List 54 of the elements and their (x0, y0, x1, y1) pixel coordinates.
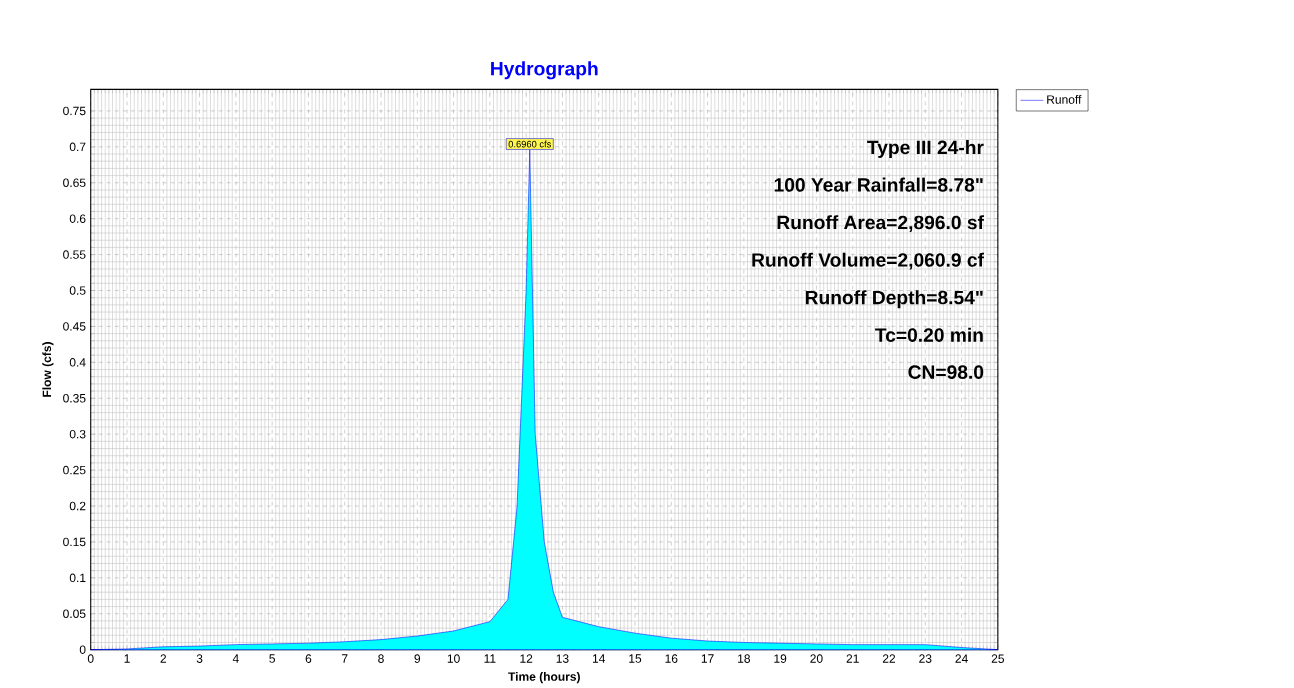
x-tick-label: 16 (665, 654, 678, 664)
y-tick-label: 0.55 (63, 250, 86, 260)
x-tick-label: 1 (124, 654, 130, 663)
y-tick-label: 0.75 (63, 106, 86, 116)
x-tick-label: 9 (414, 654, 421, 664)
x-tick-label: 8 (378, 654, 384, 664)
x-tick-label: 25 (991, 654, 1005, 664)
x-tick-label: 7 (341, 654, 348, 663)
x-tick-label: 23 (919, 654, 932, 664)
annotation: 0.6960 cfs (508, 140, 551, 148)
x-tick-label: 24 (955, 654, 968, 663)
annotation: Runoff Area=2,896.0 sf (777, 215, 984, 233)
x-tick-label: 17 (701, 654, 714, 663)
y-tick-label: 0.45 (63, 322, 86, 331)
x-tick-label: 22 (882, 654, 896, 663)
annotation: 100 Year Rainfall=8.78" (774, 177, 983, 192)
x-tick-label: 2 (160, 654, 167, 663)
y-tick-label: 0.15 (63, 537, 86, 547)
y-tick-label: 0.1 (69, 573, 86, 583)
x-tick-label: 15 (629, 654, 642, 663)
y-tick-label: 0.2 (69, 501, 86, 511)
x-axis-title: Time (hours) (508, 672, 580, 684)
x-tick-label: 6 (305, 654, 312, 664)
x-tick-label: 4 (232, 654, 239, 663)
x-tick-label: 19 (774, 654, 787, 664)
y-tick-label: 0.7 (69, 142, 86, 152)
x-tick-label: 5 (269, 654, 275, 663)
x-tick-label: 0 (87, 654, 94, 664)
y-tick-label: 0.05 (63, 609, 86, 619)
annotation: Runoff Volume=2,060.9 cf (752, 252, 984, 270)
annotation: CN=98.0 (908, 365, 984, 380)
y-tick-label: 0.35 (63, 394, 86, 403)
y-tick-label: 0.5 (69, 286, 86, 295)
y-tick-label: 0.4 (69, 358, 86, 367)
annotation: Runoff Depth=8.54" (805, 290, 983, 309)
y-tick-label: 0.25 (63, 465, 86, 475)
chart-title: Hydrograph (491, 61, 598, 80)
x-tick-label: 20 (810, 654, 823, 664)
annotation: Tc=0.20 min (875, 327, 983, 343)
x-tick-label: 12 (520, 654, 533, 663)
x-tick-label: 18 (738, 654, 750, 664)
x-tick-label: 21 (846, 654, 859, 663)
x-tick-label: 14 (592, 654, 606, 663)
x-tick-label: 13 (556, 654, 569, 664)
annotation: Type III 24-hr (867, 140, 984, 159)
y-tick-label: 0 (79, 645, 86, 655)
y-tick-label: 0.6 (69, 214, 86, 224)
y-tick-label: 0.65 (63, 178, 86, 188)
x-tick-label: 10 (447, 654, 460, 664)
legend-label: Runoff (1047, 95, 1082, 104)
y-tick-label: 0.3 (69, 430, 86, 439)
y-axis-title: Flow (cfs) (42, 342, 54, 397)
x-tick-label: 11 (484, 654, 496, 663)
x-tick-label: 3 (196, 654, 203, 664)
